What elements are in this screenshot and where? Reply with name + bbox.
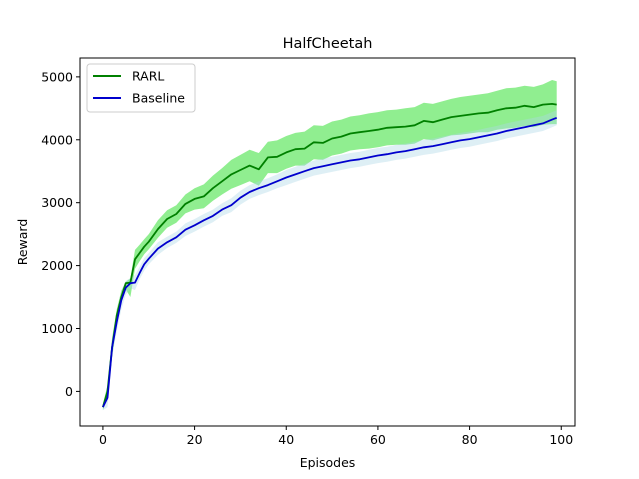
x-tick-label: 80 xyxy=(462,432,478,447)
y-axis-label: Reward xyxy=(15,219,30,266)
legend: RARL Baseline xyxy=(86,63,196,113)
x-tick-label: 0 xyxy=(99,432,107,447)
x-tick-label: 40 xyxy=(278,432,294,447)
chart-title: HalfCheetah xyxy=(283,36,373,52)
y-tick-label: 4000 xyxy=(41,132,73,147)
legend-label-rarl: RARL xyxy=(132,69,164,84)
y-tick-label: 5000 xyxy=(41,69,73,84)
x-axis-ticks: 0 20 40 60 80 100 xyxy=(99,426,573,447)
y-tick-label: 0 xyxy=(65,384,73,399)
x-tick-label: 100 xyxy=(549,432,573,447)
band-baseline xyxy=(102,110,557,411)
series-lines xyxy=(102,103,558,408)
series-line-baseline xyxy=(102,116,558,408)
x-tick-label: 20 xyxy=(187,432,203,447)
y-axis-ticks: 0 1000 2000 3000 4000 5000 xyxy=(41,69,80,399)
legend-label-baseline: Baseline xyxy=(132,91,185,106)
x-axis-label: Episodes xyxy=(300,455,356,470)
y-tick-label: 2000 xyxy=(41,258,73,273)
x-tick-label: 60 xyxy=(370,432,386,447)
plot-frame xyxy=(79,57,576,427)
series-line-rarl xyxy=(102,103,557,408)
band-rarl xyxy=(102,80,557,411)
confidence-bands xyxy=(102,80,557,411)
y-tick-label: 3000 xyxy=(41,195,73,210)
y-tick-label: 1000 xyxy=(41,321,73,336)
